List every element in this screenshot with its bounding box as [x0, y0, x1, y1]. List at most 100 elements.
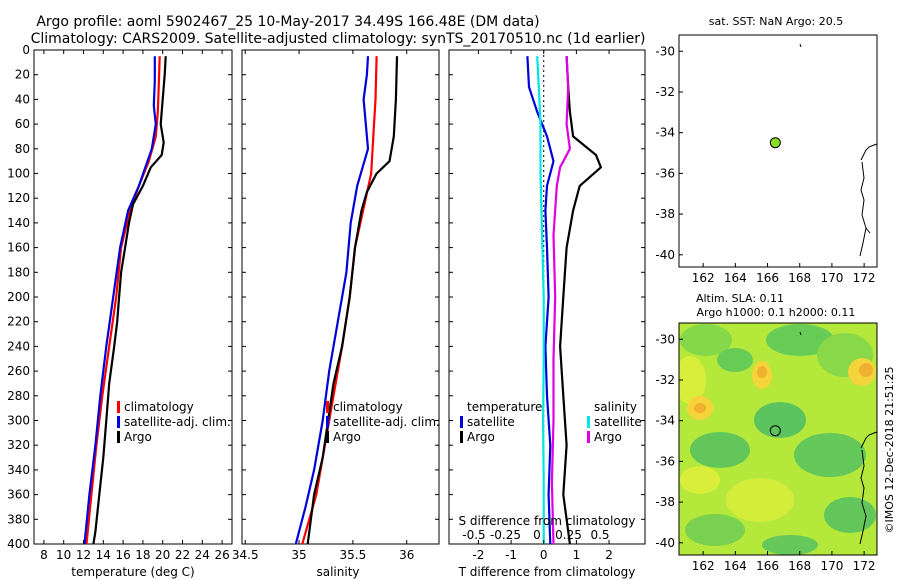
series-line-satellite-adj-clim- — [294, 56, 370, 545]
series-line-s-argo — [550, 56, 571, 545]
map-x-tick-label: 172 — [853, 271, 876, 285]
legend-swatch-s-argo — [587, 431, 590, 443]
x-tick-label: -2 — [472, 548, 484, 562]
x-tick-label: 2 — [605, 548, 613, 562]
depth-tick-label: 20 — [15, 68, 30, 82]
series-line-t-satellite — [526, 56, 555, 545]
legend-swatch-argo — [326, 431, 329, 443]
x-tick-label: 24 — [195, 548, 210, 562]
sla-map-frame — [678, 322, 878, 556]
difference-panel: -2 -1 0 1 2 -0.5 -0.25 0 0.25 0.5 S difference fr… — [448, 49, 646, 579]
sla-coastline — [799, 331, 878, 545]
depth-tick-label: 400 — [7, 537, 30, 551]
legend-t-argo: Argo — [467, 430, 495, 444]
depth-tick-label: 360 — [7, 488, 30, 502]
sst-map-frame — [678, 34, 878, 268]
map-y-tick-label: -30 — [655, 332, 675, 346]
series-line-argo — [92, 56, 167, 545]
s-diff-tick-label: 0 — [533, 528, 541, 542]
sst-map-panel: sat. SST: NaN Argo: 20.5 162 164 166 168 170… — [655, 15, 878, 285]
legend-climatology: climatology — [333, 400, 403, 414]
map-x-tick-label: 164 — [724, 559, 747, 573]
series-line-argo — [306, 56, 399, 545]
depth-tick-label: 200 — [7, 290, 30, 304]
legend-swatch-t-satellite — [460, 416, 463, 428]
salinity-panel: 34.5 35 35.5 36 salinity climatology satell… — [232, 49, 440, 579]
depth-tick-label: 0 — [22, 43, 30, 57]
map-x-tick-label: 168 — [788, 559, 811, 573]
map-x-tick-label: 168 — [788, 271, 811, 285]
map-x-tick-label: 164 — [724, 271, 747, 285]
x-tick-label: 35 — [291, 548, 306, 562]
legend-swatch-climatology — [117, 401, 120, 413]
s-diff-tick-label: -0.25 — [490, 528, 521, 542]
map-y-tick-label: -38 — [655, 495, 675, 509]
sla-field — [679, 323, 877, 555]
depth-tick-label: 120 — [7, 191, 30, 205]
depth-tick-label: 240 — [7, 339, 30, 353]
salinity-xlabel: salinity — [316, 565, 359, 579]
depth-tick-label: 140 — [7, 216, 30, 230]
legend-swatch-argo — [117, 431, 120, 443]
temperature-panel: 0 20 40 60 80 100 120 140 160 180 200 220 240 260 280 3… — [7, 43, 233, 579]
argo-float-marker — [769, 137, 781, 149]
figure-title-line1: Argo profile: aoml 5902467_25 10-May-201… — [36, 14, 539, 30]
legend-argo: Argo — [333, 430, 361, 444]
x-tick-label: 26 — [214, 548, 229, 562]
x-tick-label: 22 — [175, 548, 190, 562]
legend-swatch-s-satellite — [587, 416, 590, 428]
x-tick-label: 20 — [155, 548, 170, 562]
legend-climatology: climatology — [124, 400, 194, 414]
map-x-tick-label: 170 — [820, 559, 843, 573]
legend-s-argo: Argo — [594, 430, 622, 444]
map-x-tick-label: 162 — [692, 271, 715, 285]
legend-s-satellite: satellite — [594, 415, 642, 429]
legend-satellite-adj: satellite-adj. clim. — [333, 415, 440, 429]
x-tick-label: -1 — [505, 548, 517, 562]
map-y-tick-label: -32 — [655, 85, 675, 99]
map-x-tick-label: 166 — [756, 559, 779, 573]
depth-tick-label: 300 — [7, 414, 30, 428]
map-y-tick-label: -30 — [655, 44, 675, 58]
depth-tick-label: 380 — [7, 512, 30, 526]
legend-swatch-satellite — [117, 416, 120, 428]
series-line-climatology — [85, 56, 161, 545]
map-y-tick-label: -34 — [655, 126, 675, 140]
s-diff-tick-label: -0.5 — [462, 528, 485, 542]
temperature-legend: climatology satellite-adj. clim. Argo — [117, 400, 231, 444]
figure-title-line2: Climatology: CARS2009. Satellite-adjuste… — [31, 31, 646, 47]
x-tick-label: 35.5 — [340, 548, 367, 562]
sst-map-title: sat. SST: NaN Argo: 20.5 — [709, 15, 843, 28]
depth-tick-label: 160 — [7, 241, 30, 255]
x-tick-label: 8 — [40, 548, 48, 562]
map-x-tick-label: 162 — [692, 559, 715, 573]
x-tick-label: 0 — [540, 548, 548, 562]
depth-tick-label: 180 — [7, 265, 30, 279]
depth-tick-label: 260 — [7, 364, 30, 378]
map-x-tick-label: 172 — [853, 559, 876, 573]
x-tick-label: 16 — [115, 548, 130, 562]
depth-tick-label: 60 — [15, 117, 30, 131]
difference-plot-frame — [448, 49, 646, 545]
s-diff-tick-label: 0.5 — [590, 528, 609, 542]
legend-title-temperature: temperature — [467, 400, 542, 414]
x-tick-label: 36 — [399, 548, 414, 562]
imos-credit: ©IMOS 12-Dec-2018 21:51:25 — [883, 367, 896, 534]
legend-swatch-satellite — [326, 416, 329, 428]
series-line-t-argo — [559, 56, 602, 545]
map-y-tick-label: -32 — [655, 373, 675, 387]
series-line-satellite-adj-clim- — [83, 56, 157, 545]
map-y-tick-label: -40 — [655, 248, 675, 262]
depth-tick-label: 320 — [7, 438, 30, 452]
sla-map-panel: Altim. SLA: 0.11 Argo h1000: 0.1 h2000: … — [655, 292, 878, 573]
temperature-plot-frame — [33, 49, 233, 545]
map-y-tick-label: -38 — [655, 207, 675, 221]
sla-map-title-line1: Altim. SLA: 0.11 — [696, 292, 784, 305]
map-y-tick-label: -40 — [655, 536, 675, 550]
s-difference-xlabel: S difference from climatology — [459, 514, 636, 528]
depth-tick-label: 80 — [15, 142, 30, 156]
depth-tick-label: 340 — [7, 463, 30, 477]
sla-map-title-line2: Argo h1000: 0.1 h2000: 0.11 — [697, 306, 856, 319]
argo-float-marker — [769, 425, 781, 437]
